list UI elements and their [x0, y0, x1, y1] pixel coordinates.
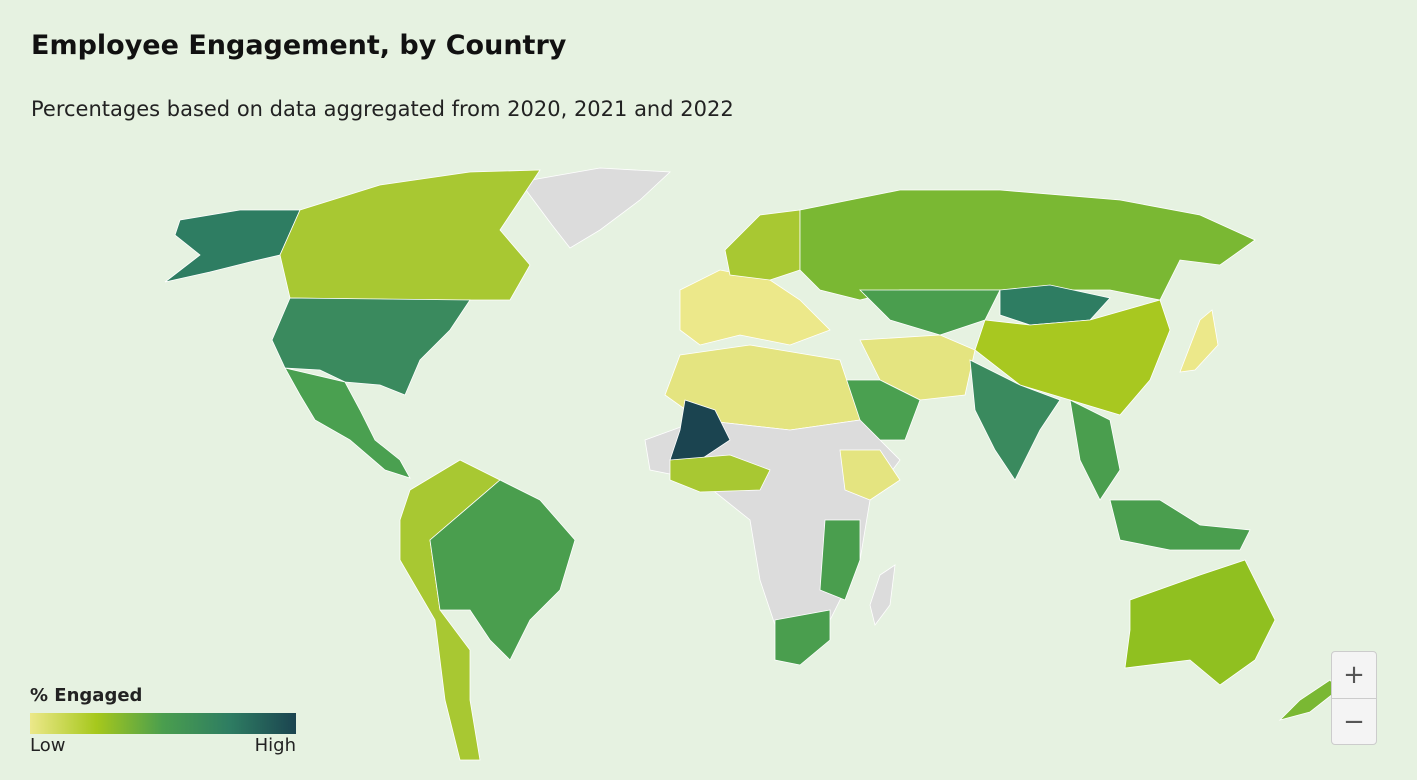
- zoom-control: + −: [1331, 651, 1377, 745]
- country: [724, 209, 801, 281]
- zoom-out[interactable]: −: [1332, 698, 1376, 744]
- subtitle: Percentages based on data aggregated fro…: [31, 97, 734, 121]
- zoom-in[interactable]: +: [1332, 652, 1376, 698]
- country: [279, 169, 541, 301]
- country: [839, 449, 901, 501]
- country: [859, 289, 1001, 336]
- country: [271, 297, 471, 396]
- country: [679, 269, 831, 346]
- country: [519, 167, 671, 249]
- country: [164, 209, 301, 283]
- country: [969, 359, 1061, 481]
- country: [1179, 309, 1219, 373]
- legend-title: % Engaged: [30, 685, 143, 706]
- legend-high: High: [254, 735, 296, 756]
- title: Employee Engagement, by Country: [31, 30, 567, 61]
- country: [774, 609, 831, 666]
- country: [1278, 679, 1339, 721]
- country: [1109, 499, 1251, 551]
- country: [1124, 559, 1276, 686]
- country: [284, 367, 411, 479]
- legend-low: Low: [30, 735, 66, 756]
- country: [819, 519, 861, 601]
- country: [669, 454, 771, 493]
- legend-gradient: [30, 713, 296, 734]
- country: [799, 189, 1256, 301]
- country: [1069, 399, 1121, 501]
- country: [869, 564, 896, 626]
- country: [974, 299, 1171, 416]
- country: [429, 479, 576, 661]
